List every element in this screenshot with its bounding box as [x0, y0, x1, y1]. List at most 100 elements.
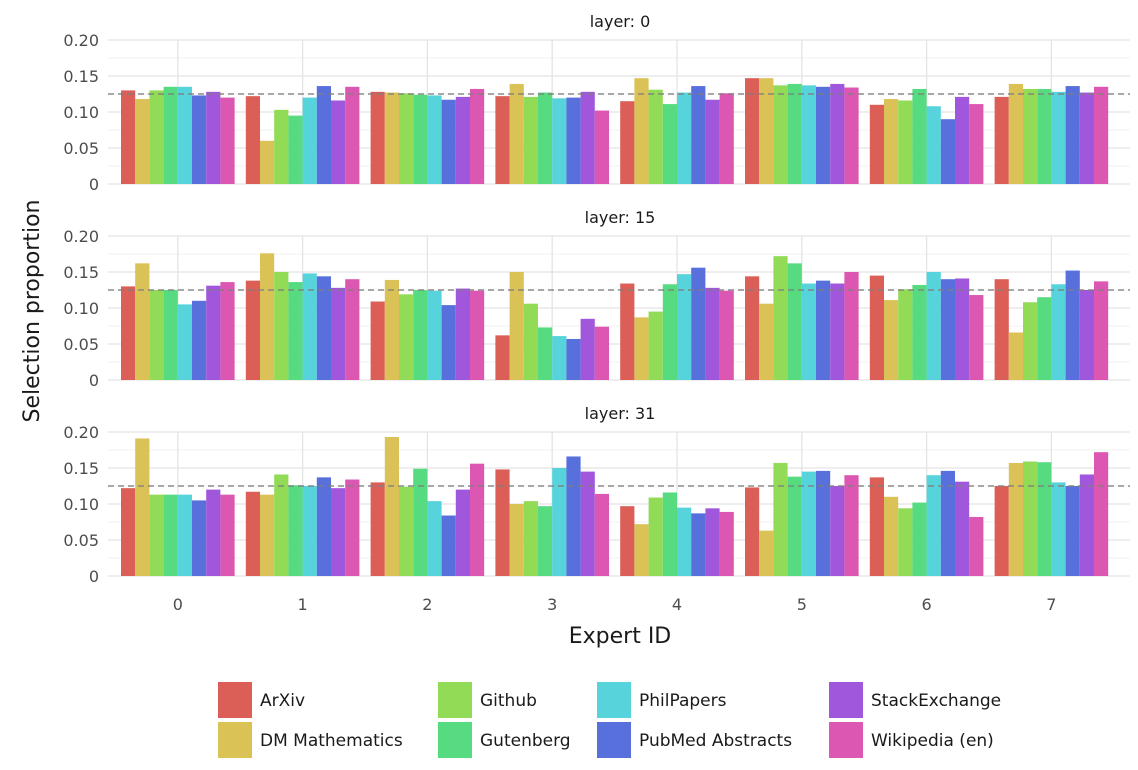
bar	[121, 90, 136, 184]
bar	[912, 284, 927, 380]
bar	[331, 100, 346, 184]
bar	[830, 283, 845, 380]
bar	[370, 482, 385, 576]
x-tick-label: 1	[298, 595, 308, 614]
bar	[149, 494, 164, 576]
bar	[912, 502, 927, 576]
bar	[509, 504, 524, 576]
bar	[1008, 83, 1023, 184]
legend: ArXiv DM Mathematics Github Gutenberg PhilPa…	[218, 682, 1001, 758]
bar	[552, 336, 567, 380]
bar	[580, 471, 595, 576]
x-tick-label: 2	[422, 595, 432, 614]
bar	[274, 272, 289, 380]
bar	[538, 327, 553, 380]
y-tick-label: 0.20	[63, 227, 99, 246]
bar	[801, 471, 816, 576]
bar	[495, 469, 510, 576]
bar	[1065, 86, 1080, 184]
bar	[427, 501, 442, 576]
bar	[580, 91, 595, 184]
bar	[441, 99, 456, 184]
bar	[399, 486, 414, 576]
bar	[370, 91, 385, 184]
bar	[163, 290, 178, 380]
legend-swatch	[829, 722, 863, 758]
bar	[345, 279, 360, 380]
bar	[206, 489, 221, 576]
y-tick-label: 0.05	[63, 139, 99, 158]
bar	[1065, 270, 1080, 380]
bar	[566, 338, 581, 380]
bar	[121, 286, 136, 380]
bar	[1037, 462, 1052, 576]
bar	[940, 119, 955, 184]
bar	[662, 284, 677, 380]
x-tick-label: 3	[547, 595, 557, 614]
legend-swatch	[829, 682, 863, 718]
bar	[192, 95, 207, 184]
bar	[1094, 281, 1109, 380]
bar	[260, 140, 275, 184]
facet-title: layer: 15	[585, 208, 656, 227]
y-tick-label: 0	[89, 567, 99, 586]
bar	[773, 256, 788, 380]
bar	[509, 272, 524, 380]
bar	[994, 96, 1009, 184]
bar	[926, 272, 941, 380]
bar	[634, 78, 649, 184]
bar	[316, 276, 331, 380]
bar	[662, 104, 677, 184]
y-tick-label: 0.15	[63, 263, 99, 282]
bar	[177, 304, 192, 380]
bar	[399, 93, 414, 184]
bar	[331, 287, 346, 380]
bar	[745, 276, 760, 380]
bar	[1023, 88, 1038, 184]
y-tick-label: 0.05	[63, 531, 99, 550]
bar	[538, 506, 553, 576]
bar	[759, 303, 774, 380]
bar	[691, 86, 706, 184]
bar	[677, 274, 692, 380]
bar	[884, 99, 899, 184]
bar	[566, 97, 581, 184]
bar	[384, 279, 399, 380]
bar	[135, 99, 150, 184]
bar	[648, 311, 663, 380]
bar	[509, 83, 524, 184]
bar	[759, 78, 774, 184]
bar	[523, 96, 538, 184]
bar	[955, 96, 970, 184]
bar	[331, 488, 346, 576]
bar	[260, 494, 275, 576]
legend-swatch	[218, 722, 252, 758]
bar	[955, 481, 970, 576]
facet-title: layer: 31	[585, 404, 656, 423]
bar	[177, 86, 192, 184]
x-axis: 0 1 2 3 4 5 6 7	[173, 595, 1057, 614]
legend-label: DM Mathematics	[260, 731, 403, 751]
legend-swatch	[218, 682, 252, 718]
bar	[594, 326, 609, 380]
bar	[816, 86, 831, 184]
bar	[634, 317, 649, 380]
bar	[648, 497, 663, 576]
bar	[441, 515, 456, 576]
legend-swatch	[597, 722, 631, 758]
bar	[1094, 452, 1109, 576]
bar	[384, 92, 399, 184]
bar	[1008, 462, 1023, 576]
bar	[288, 115, 303, 184]
y-tick-label: 0.15	[63, 459, 99, 478]
bar	[620, 101, 635, 184]
bar	[1023, 461, 1038, 576]
bar	[787, 476, 802, 576]
bar	[538, 92, 553, 184]
bar	[135, 438, 150, 576]
bar	[470, 463, 485, 576]
facets: 0 0.05 0.10 0.15 0.20 layer: 0 0 0.05 0.10 0.15 0.…	[63, 12, 1130, 586]
bar	[552, 98, 567, 184]
bar	[620, 283, 635, 380]
